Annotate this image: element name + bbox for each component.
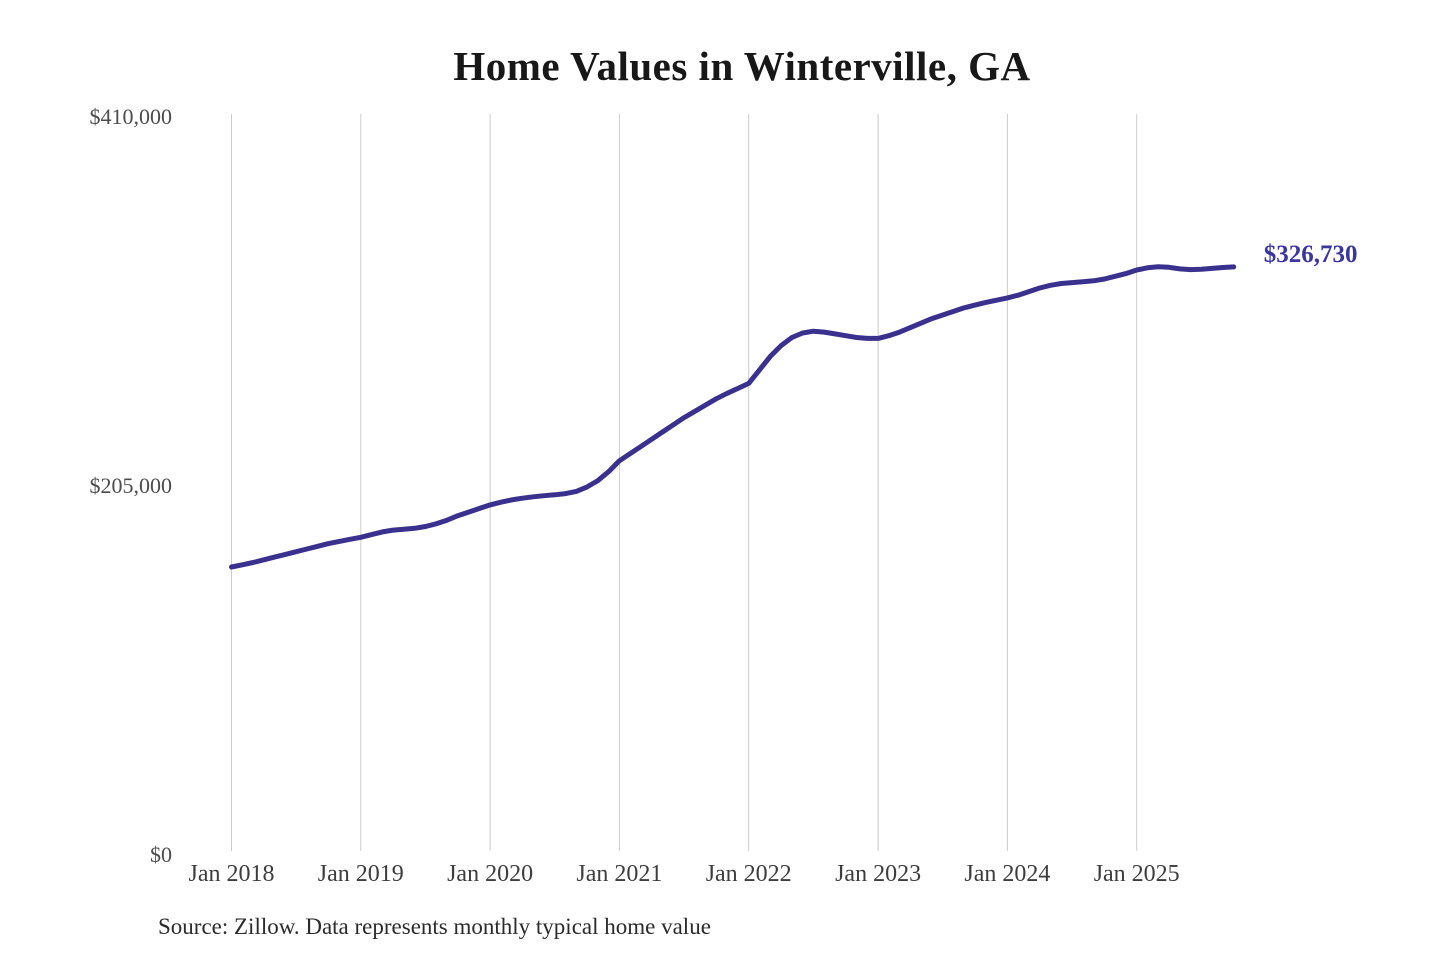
gridlines — [231, 114, 1138, 851]
source-note: Source: Zillow. Data represents monthly … — [158, 914, 711, 939]
y-tick-label-205000: $205,000 — [89, 473, 173, 498]
x-tick-label-2021: Jan 2021 — [576, 861, 663, 887]
x-tick-label-2022: Jan 2022 — [705, 861, 792, 887]
x-tick-label-2018: Jan 2018 — [188, 861, 275, 887]
x-tick-label-2023: Jan 2023 — [835, 861, 922, 887]
x-tick-label-2019: Jan 2019 — [317, 861, 404, 887]
latest-value-label: $326,730 — [1263, 240, 1358, 268]
chart-title: Home Values in Winterville, GA — [453, 43, 1031, 89]
x-tick-label-2025: Jan 2025 — [1093, 861, 1180, 887]
y-tick-label-0: $0 — [150, 842, 172, 867]
x-tick-label-2020: Jan 2020 — [447, 861, 534, 887]
x-tick-label-2024: Jan 2024 — [964, 861, 1051, 887]
home-value-line — [229, 264, 1237, 570]
y-tick-label-410000: $410,000 — [89, 104, 173, 129]
